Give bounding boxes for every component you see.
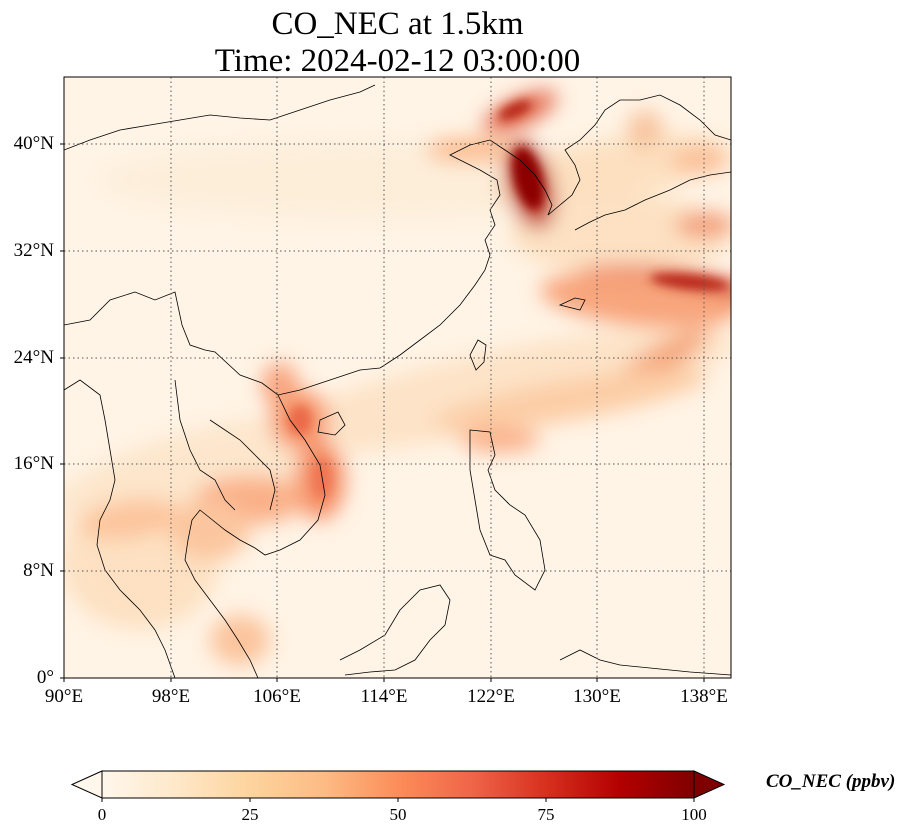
lon-tick-label: 130°E	[573, 686, 621, 707]
colorbar-tick-label: 25	[241, 805, 259, 824]
lat-tick-label: 16°N	[13, 453, 54, 474]
concentration-field	[64, 77, 731, 678]
plume-blobs	[64, 90, 731, 665]
colorbar-extend-min	[70, 770, 103, 799]
lat-tick-label: 0°	[36, 667, 54, 688]
map-frame	[63, 76, 732, 679]
lon-tick-label: 90°E	[44, 686, 84, 707]
colorbar-tick-label: 50	[389, 805, 407, 824]
axis-ticks	[60, 143, 705, 682]
lon-tick-label: 106°E	[253, 686, 301, 707]
colorbar	[70, 770, 726, 802]
colorbar-label: CO_NEC (ppbv)	[766, 771, 896, 792]
lat-tick-label: 32°N	[13, 240, 54, 261]
lon-tick-label: 114°E	[360, 686, 408, 707]
map-subtitle-time: Time: 2024-02-12 03:00:00	[214, 43, 581, 79]
lat-tick-label: 8°N	[23, 560, 54, 581]
colorbar-ticks	[101, 798, 695, 802]
lon-tick-label: 98°E	[151, 686, 191, 707]
colorbar-extend-max	[693, 770, 726, 799]
lon-tick-label: 122°E	[467, 686, 515, 707]
colorbar-tick-label: 100	[681, 805, 707, 824]
colorbar-tick-label: 0	[97, 805, 107, 824]
colorbar-gradient	[102, 771, 694, 798]
map-title: CO_NEC at 1.5km	[271, 6, 524, 42]
plume-cores	[288, 100, 730, 498]
lat-tick-label: 24°N	[13, 347, 54, 368]
lon-tick-label: 138°E	[680, 686, 728, 707]
gridlines	[64, 77, 731, 678]
coastlines	[64, 84, 731, 678]
colorbar-tick-label: 75	[537, 805, 555, 824]
lat-tick-label: 40°N	[13, 133, 54, 154]
